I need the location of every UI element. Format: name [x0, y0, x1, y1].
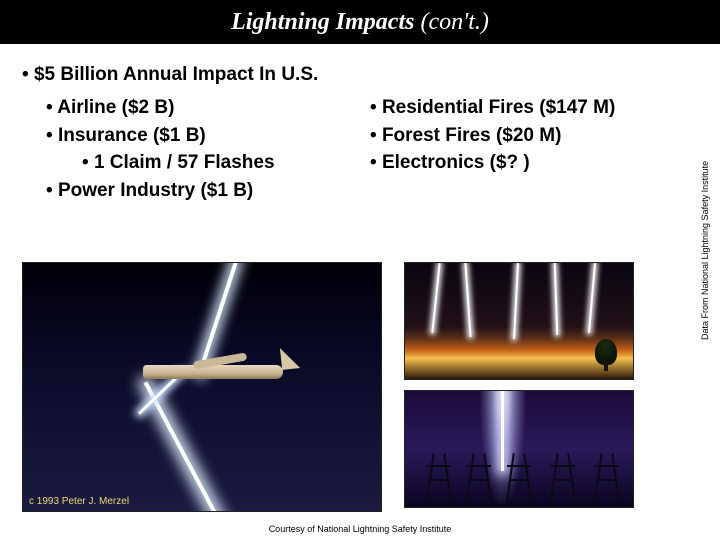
image-row: c 1993 Peter J. Merzel [22, 262, 690, 512]
title-main: Lightning Impacts [231, 9, 414, 35]
right-item-1: Forest Fires ($20 M) [346, 122, 670, 150]
lightning-bolt-icon [143, 381, 222, 512]
title-cont: (con't.) [420, 9, 488, 35]
slide: Lightning Impacts (con't.) $5 Billion An… [0, 0, 720, 540]
power-tower-icon [505, 453, 533, 507]
title-bar: Lightning Impacts (con't.) [0, 0, 720, 44]
slide-title: Lightning Impacts (con't.) [231, 9, 489, 36]
bottom-credit: Courtesy of National Lightning Safety In… [0, 524, 720, 534]
left-column: Airline ($2 B) Insurance ($1 B) 1 Claim … [22, 94, 346, 204]
bullet-columns: Airline ($2 B) Insurance ($1 B) 1 Claim … [22, 94, 670, 204]
power-tower-icon [465, 453, 493, 507]
image-forest-fire-lightning [404, 262, 634, 380]
bullet-header: $5 Billion Annual Impact In U.S. [22, 64, 670, 86]
lightning-bolt-icon [501, 391, 504, 471]
right-column: Residential Fires ($147 M) Forest Fires … [346, 94, 670, 204]
image-credit-left: c 1993 Peter J. Merzel [29, 496, 129, 507]
power-tower-icon [425, 453, 453, 507]
right-item-0: Residential Fires ($147 M) [346, 94, 670, 122]
left-item-1: Insurance ($1 B) [22, 122, 346, 150]
tree-icon [595, 339, 617, 365]
airplane-icon [143, 355, 293, 387]
right-image-stack [404, 262, 690, 512]
left-item-1-sub: 1 Claim / 57 Flashes [22, 149, 346, 177]
left-item-0: Airline ($2 B) [22, 94, 346, 122]
image-power-lines-lightning [404, 390, 634, 508]
power-tower-icon [593, 453, 621, 507]
left-item-2: Power Industry ($1 B) [22, 177, 346, 205]
image-airplane-lightning: c 1993 Peter J. Merzel [22, 262, 382, 512]
right-item-2: Electronics ($? ) [346, 149, 670, 177]
power-tower-icon [549, 453, 577, 507]
side-credit: Data From National Lightning Safety Inst… [700, 60, 714, 440]
content-area: $5 Billion Annual Impact In U.S. Airline… [22, 64, 670, 204]
